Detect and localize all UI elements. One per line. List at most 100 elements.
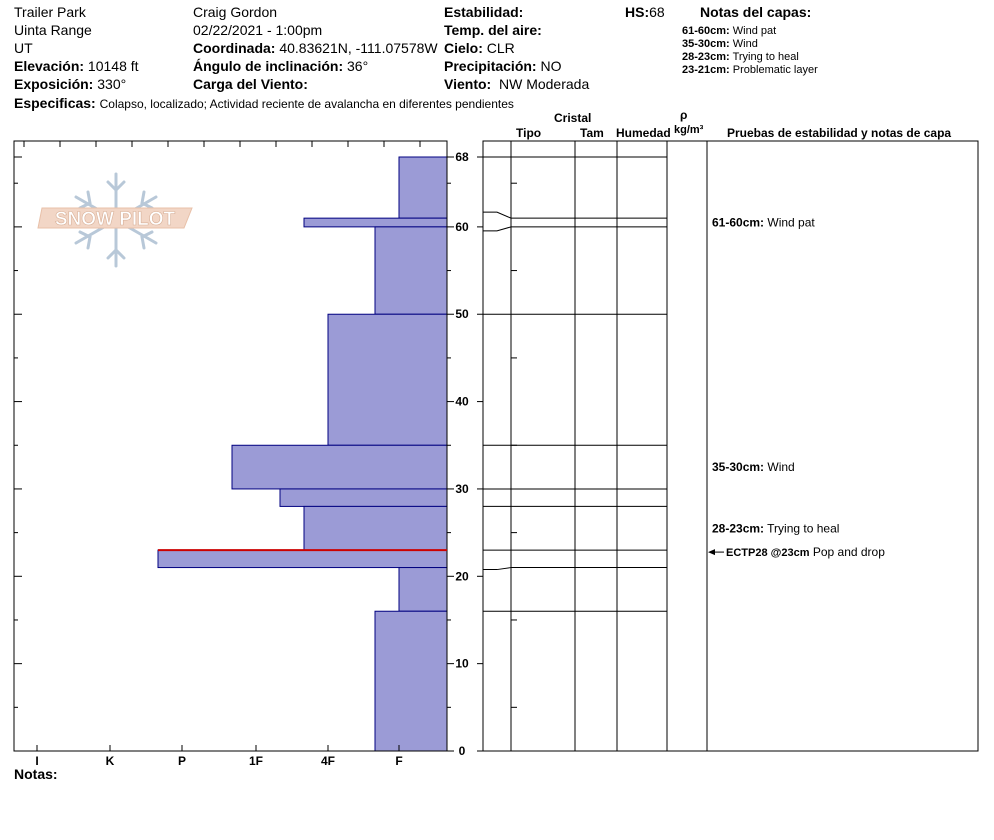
hs-row: HS:68 (625, 4, 665, 21)
specifics-label: Especificas: (14, 95, 96, 111)
x-tick-label: P (178, 754, 186, 768)
windload-row: Carga del Viento: (193, 76, 308, 93)
sky-value: CLR (486, 40, 515, 56)
x-tick-label: I (35, 754, 38, 768)
depth-tick-label: 0 (459, 744, 466, 758)
x-tick-label: 1F (249, 754, 263, 768)
slope-row: Ángulo de inclinación: 36° (193, 58, 368, 75)
layer-note-text: Wind (764, 460, 795, 474)
stability-test-label: ECTP28 @23cm (726, 547, 810, 559)
notes-label: Notas: (14, 766, 58, 782)
layer-note-range: 28-23cm: (682, 51, 730, 63)
specifics-value: Colapso, localizado; Actividad reciente … (99, 97, 514, 111)
layer-note-range: 61-60cm: (712, 216, 764, 230)
range-name: Uinta Range (14, 22, 92, 38)
hardness-bar (327, 313, 448, 446)
stability-row: Estabilidad: (444, 4, 523, 21)
layer-note: 61-60cm: Wind pat (682, 25, 776, 37)
hardness-bar (398, 156, 448, 219)
crystal-table-frame (482, 140, 979, 752)
specifics-row: Especificas: Colapso, localizado; Activi… (14, 95, 514, 112)
state-name: UT (14, 40, 33, 56)
cristal-heading: Cristal (554, 111, 592, 125)
airtemp-row: Temp. del aire: (444, 22, 542, 39)
layer-boundary-lines (483, 156, 667, 612)
depth-tick-label: 10 (455, 657, 469, 671)
layer-note: 23-21cm: Problematic layer (682, 64, 818, 76)
depth-tick-label: 40 (455, 395, 469, 409)
sky-label: Cielo: (444, 40, 483, 56)
layer-note-text: Wind (732, 38, 758, 50)
x-axis-ticks: I K P 1F 4F F (14, 141, 421, 768)
layer-note-text: Problematic layer (732, 64, 818, 76)
elevation-label: Elevación: (14, 58, 85, 74)
stability-test-annotation: ECTP28 @23cm Pop and drop (708, 545, 885, 559)
depth-tick-label: 68 (455, 150, 469, 164)
x-tick-label: F (395, 754, 402, 768)
precip-row: Precipitación: NO (444, 58, 561, 75)
layer-note-text: Trying to heal (732, 51, 799, 63)
layer-note-annotations: 61-60cm: Wind pat 35-30cm: Wind 28-23cm: T… (712, 216, 839, 536)
boundary-connector (483, 226, 512, 232)
windload-label: Carga del Viento: (193, 76, 308, 92)
location-name: Trailer Park (14, 4, 86, 20)
layer-note-range: 61-60cm: (682, 25, 730, 37)
wind-value: NW Moderada (498, 76, 590, 92)
hardness-graph-frame (13, 140, 448, 752)
stability-test-result: Pop and drop (810, 545, 886, 559)
hardness-bar (157, 549, 448, 569)
observation-datetime: 02/22/2021 - 1:00pm (193, 22, 323, 38)
hardness-bar (374, 610, 448, 752)
stability-label: Estabilidad: (444, 4, 524, 20)
coordinate-row: Coordinada: 40.83621N, -111.07578W (193, 40, 438, 57)
hs-label: HS: (625, 4, 650, 20)
boundary-connector (483, 567, 512, 571)
wind-label: Viento: (444, 76, 492, 92)
wind-row: Viento: NW Moderada (444, 76, 589, 93)
layer-note-range: 28-23cm: (712, 521, 764, 535)
snowpilot-logo: SNOW PILOT (37, 172, 193, 268)
coordinate-value: 40.83621N, -111.07578W (279, 40, 438, 56)
tam-heading: Tam (580, 126, 604, 140)
hardness-bar (303, 505, 448, 551)
airtemp-label: Temp. del aire: (444, 22, 542, 38)
hs-value: 68 (649, 4, 665, 20)
depth-tick-label: 30 (455, 482, 469, 496)
density-unit-heading: kg/m³ (674, 124, 704, 136)
tests-heading: Pruebas de estabilidad y notas de capa (727, 126, 952, 140)
precip-value: NO (540, 58, 562, 74)
layer-note-annotation: 28-23cm: Trying to heal (712, 521, 839, 535)
layer-note-annotation: 61-60cm: Wind pat (712, 216, 815, 230)
tipo-heading: Tipo (516, 126, 542, 140)
elevation-row: Elevación: 10148 ft (14, 58, 139, 75)
hardness-bar (303, 217, 448, 228)
hardness-bar (398, 567, 448, 612)
test-arrow-head-icon (708, 549, 715, 556)
stability-test-text: ECTP28 @23cm Pop and drop (726, 545, 885, 559)
hardness-bar (279, 488, 448, 507)
boundary-connector (483, 211, 512, 219)
slope-value: 36° (347, 58, 369, 74)
aspect-row: Exposición: 330° (14, 76, 126, 93)
depth-axis: 0 10 20 30 40 50 60 68 (14, 150, 517, 758)
depth-tick-label: 20 (455, 569, 469, 583)
depth-tick-label: 60 (455, 220, 469, 234)
humedad-heading: Humedad (616, 126, 671, 140)
layer-note-annotation: 35-30cm: Wind (712, 460, 795, 474)
observer-name: Craig Gordon (193, 4, 278, 20)
depth-tick-label: 50 (455, 307, 469, 321)
rho-heading: ρ (680, 108, 688, 122)
logo-text: SNOW PILOT (55, 209, 176, 230)
hardness-bar (374, 226, 448, 315)
layer-note-range: 23-21cm: (682, 64, 730, 76)
precip-label: Precipitación: (444, 58, 537, 74)
sky-row: Cielo: CLR (444, 40, 515, 57)
elevation-value: 10148 ft (87, 58, 139, 74)
aspect-label: Exposición: (14, 76, 94, 92)
layer-note-text: Wind pat (732, 25, 777, 37)
layer-note-range: 35-30cm: (712, 460, 764, 474)
column-dividers (510, 141, 708, 751)
slope-label: Ángulo de inclinación: (193, 58, 344, 74)
aspect-value: 330° (97, 76, 127, 92)
layer-note-text: Trying to heal (764, 521, 839, 535)
